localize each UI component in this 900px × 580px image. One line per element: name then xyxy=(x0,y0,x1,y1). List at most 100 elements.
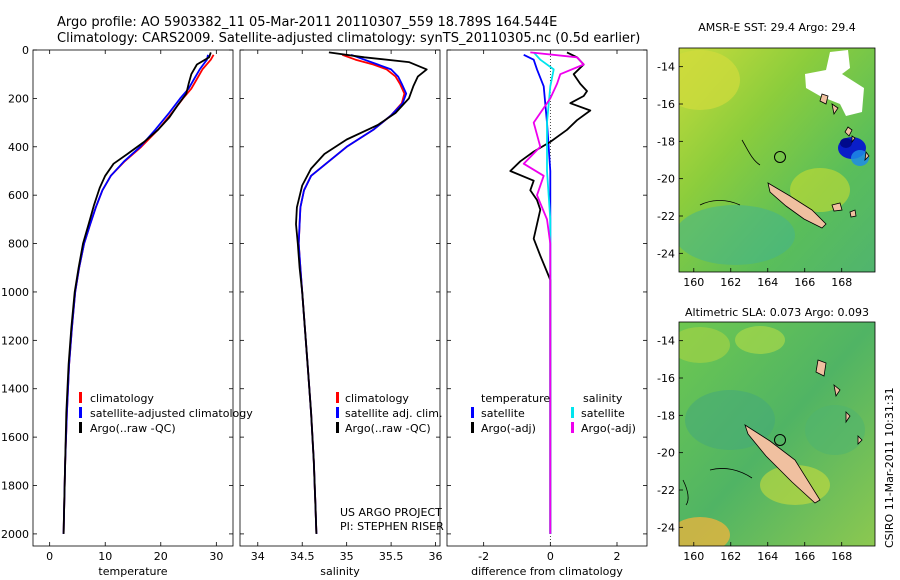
legend-heading-temperature: temperature xyxy=(481,392,550,405)
x-tick-label: 20 xyxy=(154,550,168,563)
salinity-panel: 34 34.5 35 35.5 36 salinity xyxy=(239,49,443,578)
legend-swatch-climatology xyxy=(336,392,339,403)
y-tick-label: 1000 xyxy=(1,286,29,299)
sla-high-patch xyxy=(679,327,730,363)
legend-swatch-satellite xyxy=(336,407,339,418)
legend-label: climatology xyxy=(90,392,154,405)
sst-warm-patch xyxy=(679,50,740,110)
legend-swatch-satellite xyxy=(79,407,82,418)
sst-cold-core xyxy=(840,138,852,148)
x-tick-label: 34 xyxy=(251,550,265,563)
sst-map-frame xyxy=(678,47,876,273)
sla-map-ticks: 160 162 164 166 168 -14 -16 -18 -20 -22 -24 xyxy=(657,335,852,563)
map-y-tick-label: -22 xyxy=(657,210,675,223)
legend-label: satellite-adjusted climatology xyxy=(90,407,253,420)
y-tick-label: 600 xyxy=(8,189,29,202)
sst-cool-patch xyxy=(679,205,795,265)
x-tick-label: 34.5 xyxy=(290,550,315,563)
plot-frame xyxy=(32,49,234,547)
legend-swatch-sal-argo xyxy=(571,422,574,433)
sla-low-patch xyxy=(805,405,865,455)
sla-map-title: Altimetric SLA: 0.073 Argo: 0.093 xyxy=(685,306,869,319)
y-tick-label: 1600 xyxy=(1,431,29,444)
legend-swatch-climatology xyxy=(79,392,82,403)
map-x-tick-label: 160 xyxy=(683,276,704,289)
project-annotation: US ARGO PROJECT xyxy=(340,506,442,519)
map-y-tick-label: -24 xyxy=(657,521,675,534)
series-line xyxy=(62,54,209,534)
map-x-tick-label: 162 xyxy=(720,276,741,289)
y-tick-label: 0 xyxy=(22,44,29,57)
missing-data-mask xyxy=(805,50,864,116)
series-line xyxy=(509,51,592,534)
sst-map-title: AMSR-E SST: 29.4 Argo: 29.4 xyxy=(698,21,856,34)
figure-title-line1: Argo profile: AO 5903382_11 05-Mar-2011 … xyxy=(57,15,557,30)
map-y-tick-label: -16 xyxy=(657,98,675,111)
series-line xyxy=(533,51,555,534)
series-line xyxy=(62,54,215,534)
sla-map: Altimetric SLA: 0.073 Argo: 0.093 160 162… xyxy=(657,306,876,563)
y-tick-label: 1400 xyxy=(1,383,29,396)
map-x-tick-label: 160 xyxy=(683,550,704,563)
pi-annotation: PI: STEPHEN RISER xyxy=(340,520,444,533)
x-tick-label: -2 xyxy=(478,550,489,563)
legend-label: climatology xyxy=(345,392,409,405)
legend-swatch-sal-satellite xyxy=(571,407,574,418)
sst-map: AMSR-E SST: 29.4 Argo: 29.4 160 162 164 166… xyxy=(657,21,876,289)
y-tick-label: 400 xyxy=(8,141,29,154)
sst-warm-patch xyxy=(790,168,850,212)
plot-frame xyxy=(239,49,441,547)
temperature-panel: 0 10 20 30 temperature 0 200 400 600 800 1000 1200 1… xyxy=(1,44,234,578)
legend-swatch-argo xyxy=(79,422,82,433)
map-y-tick-label: -14 xyxy=(657,335,675,348)
x-tick-label: 36 xyxy=(429,550,443,563)
legend-label: satellite xyxy=(581,407,625,420)
legend-heading-salinity: salinity xyxy=(583,392,623,405)
map-x-tick-label: 166 xyxy=(794,276,815,289)
x-axis-label: temperature xyxy=(98,565,167,578)
figure-title-line2: Climatology: CARS2009. Satellite-adjuste… xyxy=(57,31,640,46)
map-x-tick-label: 162 xyxy=(720,550,741,563)
series-line xyxy=(297,53,408,534)
map-y-tick-label: -20 xyxy=(657,173,675,186)
legend-label: Argo(..raw -QC) xyxy=(90,422,176,435)
difference-legend: temperature salinity satellite Argo(-adj… xyxy=(471,392,636,435)
x-tick-label: 2 xyxy=(614,550,621,563)
sla-high-patch xyxy=(735,326,785,354)
map-x-tick-label: 168 xyxy=(831,276,852,289)
map-x-tick-label: 166 xyxy=(794,550,815,563)
sst-cool-spot xyxy=(851,150,869,166)
legend-label: satellite adj. clim. xyxy=(345,407,442,420)
series-line xyxy=(295,51,428,534)
series-line xyxy=(522,51,585,534)
sla-map-frame xyxy=(678,321,876,547)
x-tick-label: 0 xyxy=(547,550,554,563)
vanuatu-islands xyxy=(815,359,863,445)
x-tick-label: 30 xyxy=(209,550,223,563)
salinity-legend: climatology satellite adj. clim. Argo(..… xyxy=(336,392,444,533)
map-x-tick-label: 164 xyxy=(757,276,778,289)
difference-panel: -2 0 2 difference from climatology xyxy=(446,49,648,578)
reef-contour xyxy=(699,139,761,206)
y-tick-label: 2000 xyxy=(1,528,29,541)
x-axis-label: difference from climatology xyxy=(471,565,623,578)
legend-swatch-temp-argo xyxy=(471,422,474,433)
series-line xyxy=(62,52,212,534)
x-tick-label: 10 xyxy=(98,550,112,563)
vanuatu-islands xyxy=(819,93,870,162)
y-tick-label: 800 xyxy=(8,238,29,251)
legend-label: Argo(-adj) xyxy=(581,422,636,435)
creation-stamp: CSIRO 11-Mar-2011 10:31:31 xyxy=(883,387,896,548)
sla-high-patch-south xyxy=(679,517,730,546)
map-x-tick-label: 164 xyxy=(757,550,778,563)
legend-label: Argo(..raw -QC) xyxy=(345,422,431,435)
legend-label: satellite xyxy=(481,407,525,420)
map-y-tick-label: -14 xyxy=(657,61,675,74)
new-caledonia-island xyxy=(744,424,821,504)
y-tick-label: 1200 xyxy=(1,334,29,347)
y-tick-label: 200 xyxy=(8,92,29,105)
map-y-tick-label: -18 xyxy=(657,135,675,148)
x-axis-label: salinity xyxy=(320,565,360,578)
y-tick-label: 1800 xyxy=(1,480,29,493)
